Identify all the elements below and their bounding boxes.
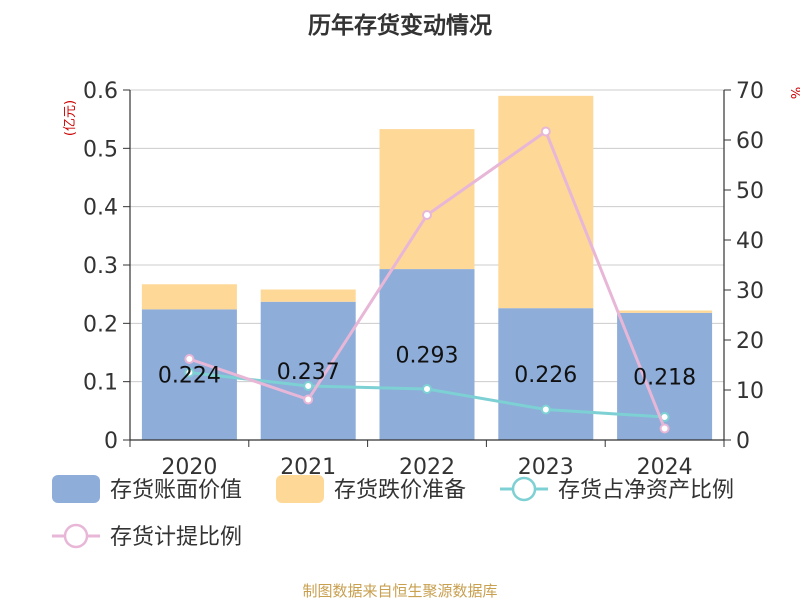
bar-impairment-reserve [617, 310, 713, 313]
y-tick-label-right: 40 [736, 229, 764, 254]
point-inventory-to-net-assets [422, 384, 432, 394]
y-tick-label-left: 0.2 [83, 312, 118, 337]
y-tick-label-right: 70 [736, 79, 764, 104]
bar-value-label: 0.237 [277, 360, 340, 385]
legend-book-value-label: 存货账面价值 [110, 478, 242, 503]
bar-value-label: 0.293 [396, 344, 459, 369]
chart-title: 历年存货变动情况 [308, 12, 492, 39]
bar-book-value [260, 301, 356, 440]
legend-book-value-swatch [52, 475, 100, 503]
x-tick-label: 2024 [637, 455, 693, 480]
point-provision-ratio [184, 354, 195, 364]
source-note: 制图数据来自恒生聚源数据库 [302, 582, 497, 600]
bar-value-labels: 0.224 0.237 0.293 0.226 0.218 [158, 344, 696, 391]
bar-value-label: 0.224 [158, 364, 221, 389]
y-tick-label-left: 0 [104, 429, 118, 454]
legend-inventory-to-net-assets-swatch-marker [511, 476, 537, 502]
bar-impairment-reserve [260, 289, 356, 302]
y-tick-label-right: 0 [736, 429, 750, 454]
y-tick-label-right: 60 [736, 129, 764, 154]
y-tick-label-left: 0.5 [83, 137, 118, 162]
point-provision-ratio [540, 126, 551, 137]
point-inventory-to-net-assets [303, 381, 314, 391]
y-tick-label-right: 20 [736, 329, 764, 354]
legend-impairment-reserve-swatch [276, 475, 324, 503]
x-tick-label: 2023 [518, 455, 574, 480]
y-tick-label-left: 0.6 [83, 79, 118, 104]
point-provision-ratio [422, 210, 432, 220]
y-tick-label-left: 0.3 [83, 254, 118, 279]
point-provision-ratio [659, 423, 670, 434]
x-tick-label: 2022 [399, 455, 455, 480]
point-inventory-to-net-assets [184, 367, 195, 378]
line-marks [184, 126, 670, 434]
bar-book-value [379, 269, 475, 440]
right-axis-unit: % [790, 87, 800, 99]
legend-impairment-reserve-label: 存货跌价准备 [334, 478, 466, 503]
bar-book-value [498, 308, 594, 440]
point-inventory-to-net-assets [540, 404, 551, 415]
legend-provision-ratio-swatch-marker [63, 523, 89, 549]
y-tick-label-left: 0.1 [83, 371, 118, 396]
bar-impairment-reserve [141, 284, 237, 310]
legend-provision-ratio-label: 存货计提比例 [110, 525, 242, 550]
y-tick-label-right: 50 [736, 179, 764, 204]
y-tick-label-right: 10 [736, 379, 764, 404]
left-axis-unit: (亿元) [63, 100, 78, 136]
y-tick-label-right: 30 [736, 279, 764, 304]
bar-value-label: 0.226 [514, 363, 577, 388]
bar-impairment-reserve [379, 129, 475, 270]
point-provision-ratio [303, 394, 314, 405]
bar-value-label: 0.218 [633, 365, 696, 390]
x-tick-label: 2020 [161, 455, 217, 480]
y-tick-label-left: 0.4 [83, 196, 118, 221]
legend-inventory-to-net-assets-label: 存货占净资产比例 [558, 478, 734, 503]
